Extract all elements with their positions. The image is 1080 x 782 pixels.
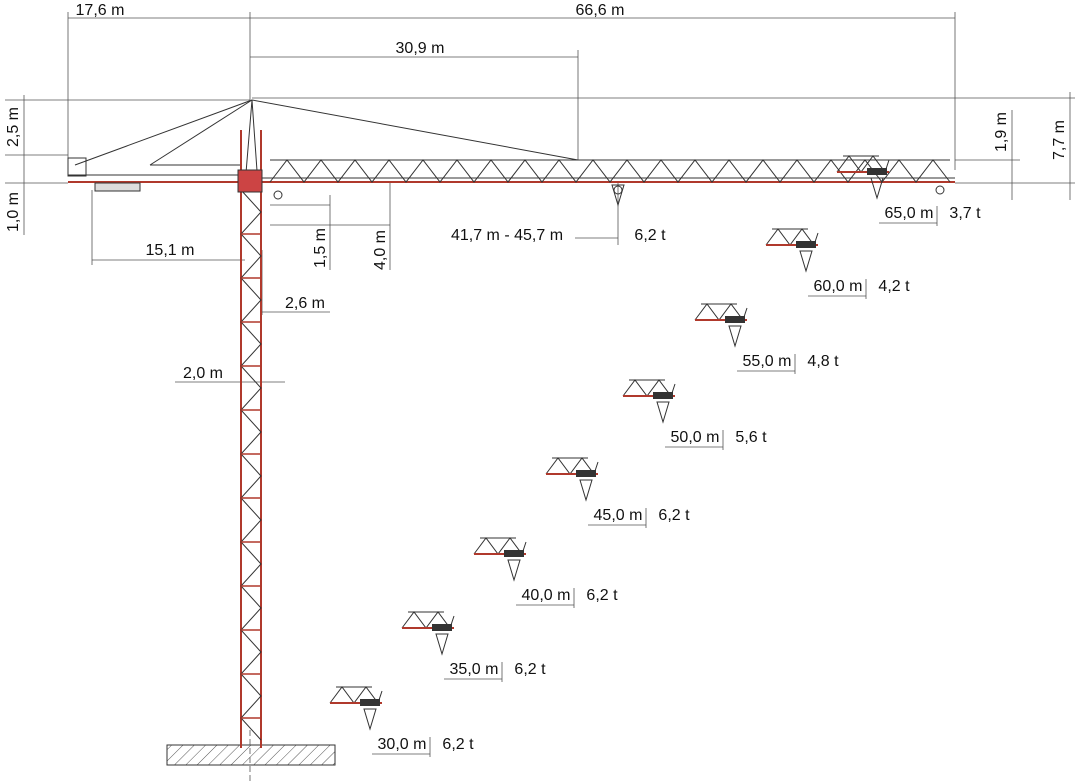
mini-trolley: [432, 624, 452, 631]
load-chart-entry: 30,0 m 6,2 t: [329, 686, 474, 757]
load-chart-entry: 55,0 m 4,8 t: [694, 303, 839, 374]
mini-hook: [435, 633, 449, 656]
dim-label: 7,7 m: [1051, 120, 1068, 160]
mini-hook: [656, 401, 670, 424]
load-capacity: 6,2 t: [634, 227, 666, 244]
load-chart-entry: 45,0 m 6,2 t: [545, 457, 690, 528]
dim-label: 66,6 m: [576, 2, 625, 19]
dim-label: 2,6 m: [285, 295, 325, 312]
mini-hook: [870, 177, 884, 200]
mini-trolley: [360, 699, 380, 706]
foundation: [166, 744, 336, 766]
dim-label: 2,0 m: [183, 365, 223, 382]
counter-jib: [67, 157, 240, 192]
load-chart-entry: 65,0 m 3,7 t: [836, 155, 981, 226]
dim-label: 1,0 m: [5, 192, 22, 232]
load-radius: 41,7 m - 45,7 m: [451, 227, 563, 244]
load-capacity: 6,2 t: [442, 736, 474, 753]
dim-label: 1,5 m: [312, 228, 329, 268]
load-chart-entry: 40,0 m 6,2 t: [473, 537, 618, 608]
mini-hook: [799, 250, 813, 273]
mini-trolley: [576, 470, 596, 477]
dim-label: 17,6 m: [76, 2, 125, 19]
dim-label: 4,0 m: [372, 230, 389, 270]
mast: [240, 130, 262, 748]
load-radius: 55,0 m: [743, 353, 792, 370]
load-radius: 35,0 m: [450, 661, 499, 678]
load-capacity: 4,2 t: [878, 278, 910, 295]
load-capacity: 4,8 t: [807, 353, 839, 370]
mini-hook: [363, 708, 377, 731]
jib-lattice: [269, 159, 951, 183]
jib: [262, 159, 955, 183]
mast-lattice: [240, 189, 262, 741]
load-chart-entry: 60,0 m 4,2 t: [765, 228, 910, 299]
load-radius: 60,0 m: [814, 278, 863, 295]
mini-trolley: [796, 241, 816, 248]
load-radius: 50,0 m: [671, 429, 720, 446]
load-chart-entry: 35,0 m 6,2 t: [401, 611, 546, 682]
load-capacity: 6,2 t: [658, 507, 690, 524]
load-radius: 45,0 m: [594, 507, 643, 524]
mini-hook: [728, 325, 742, 348]
dim-label: 15,1 m: [146, 242, 195, 259]
labels: 17,6 m 66,6 m 30,9 m 2,5 m 1,0 m 15,1 m …: [5, 2, 1068, 382]
load-capacity: 3,7 t: [949, 205, 981, 222]
load-chart-entry: 50,0 m 5,6 t: [622, 379, 767, 450]
load-radius: 65,0 m: [885, 205, 934, 222]
load-capacity: 6,2 t: [586, 587, 618, 604]
load-capacity: 6,2 t: [514, 661, 546, 678]
mini-trolley: [867, 168, 887, 175]
dim-label: 1,9 m: [993, 112, 1010, 152]
mini-hook: [507, 559, 521, 582]
load-radius: 30,0 m: [378, 736, 427, 753]
load-radius: 40,0 m: [522, 587, 571, 604]
mini-hook: [579, 479, 593, 502]
mini-trolley: [504, 550, 524, 557]
load-capacity: 5,6 t: [735, 429, 767, 446]
dimension-lines: [5, 12, 1075, 383]
mini-trolley: [653, 392, 673, 399]
dim-label: 2,5 m: [5, 107, 22, 147]
apex-ties: [74, 99, 945, 207]
dim-label: 30,9 m: [396, 40, 445, 57]
mini-trolley: [725, 316, 745, 323]
